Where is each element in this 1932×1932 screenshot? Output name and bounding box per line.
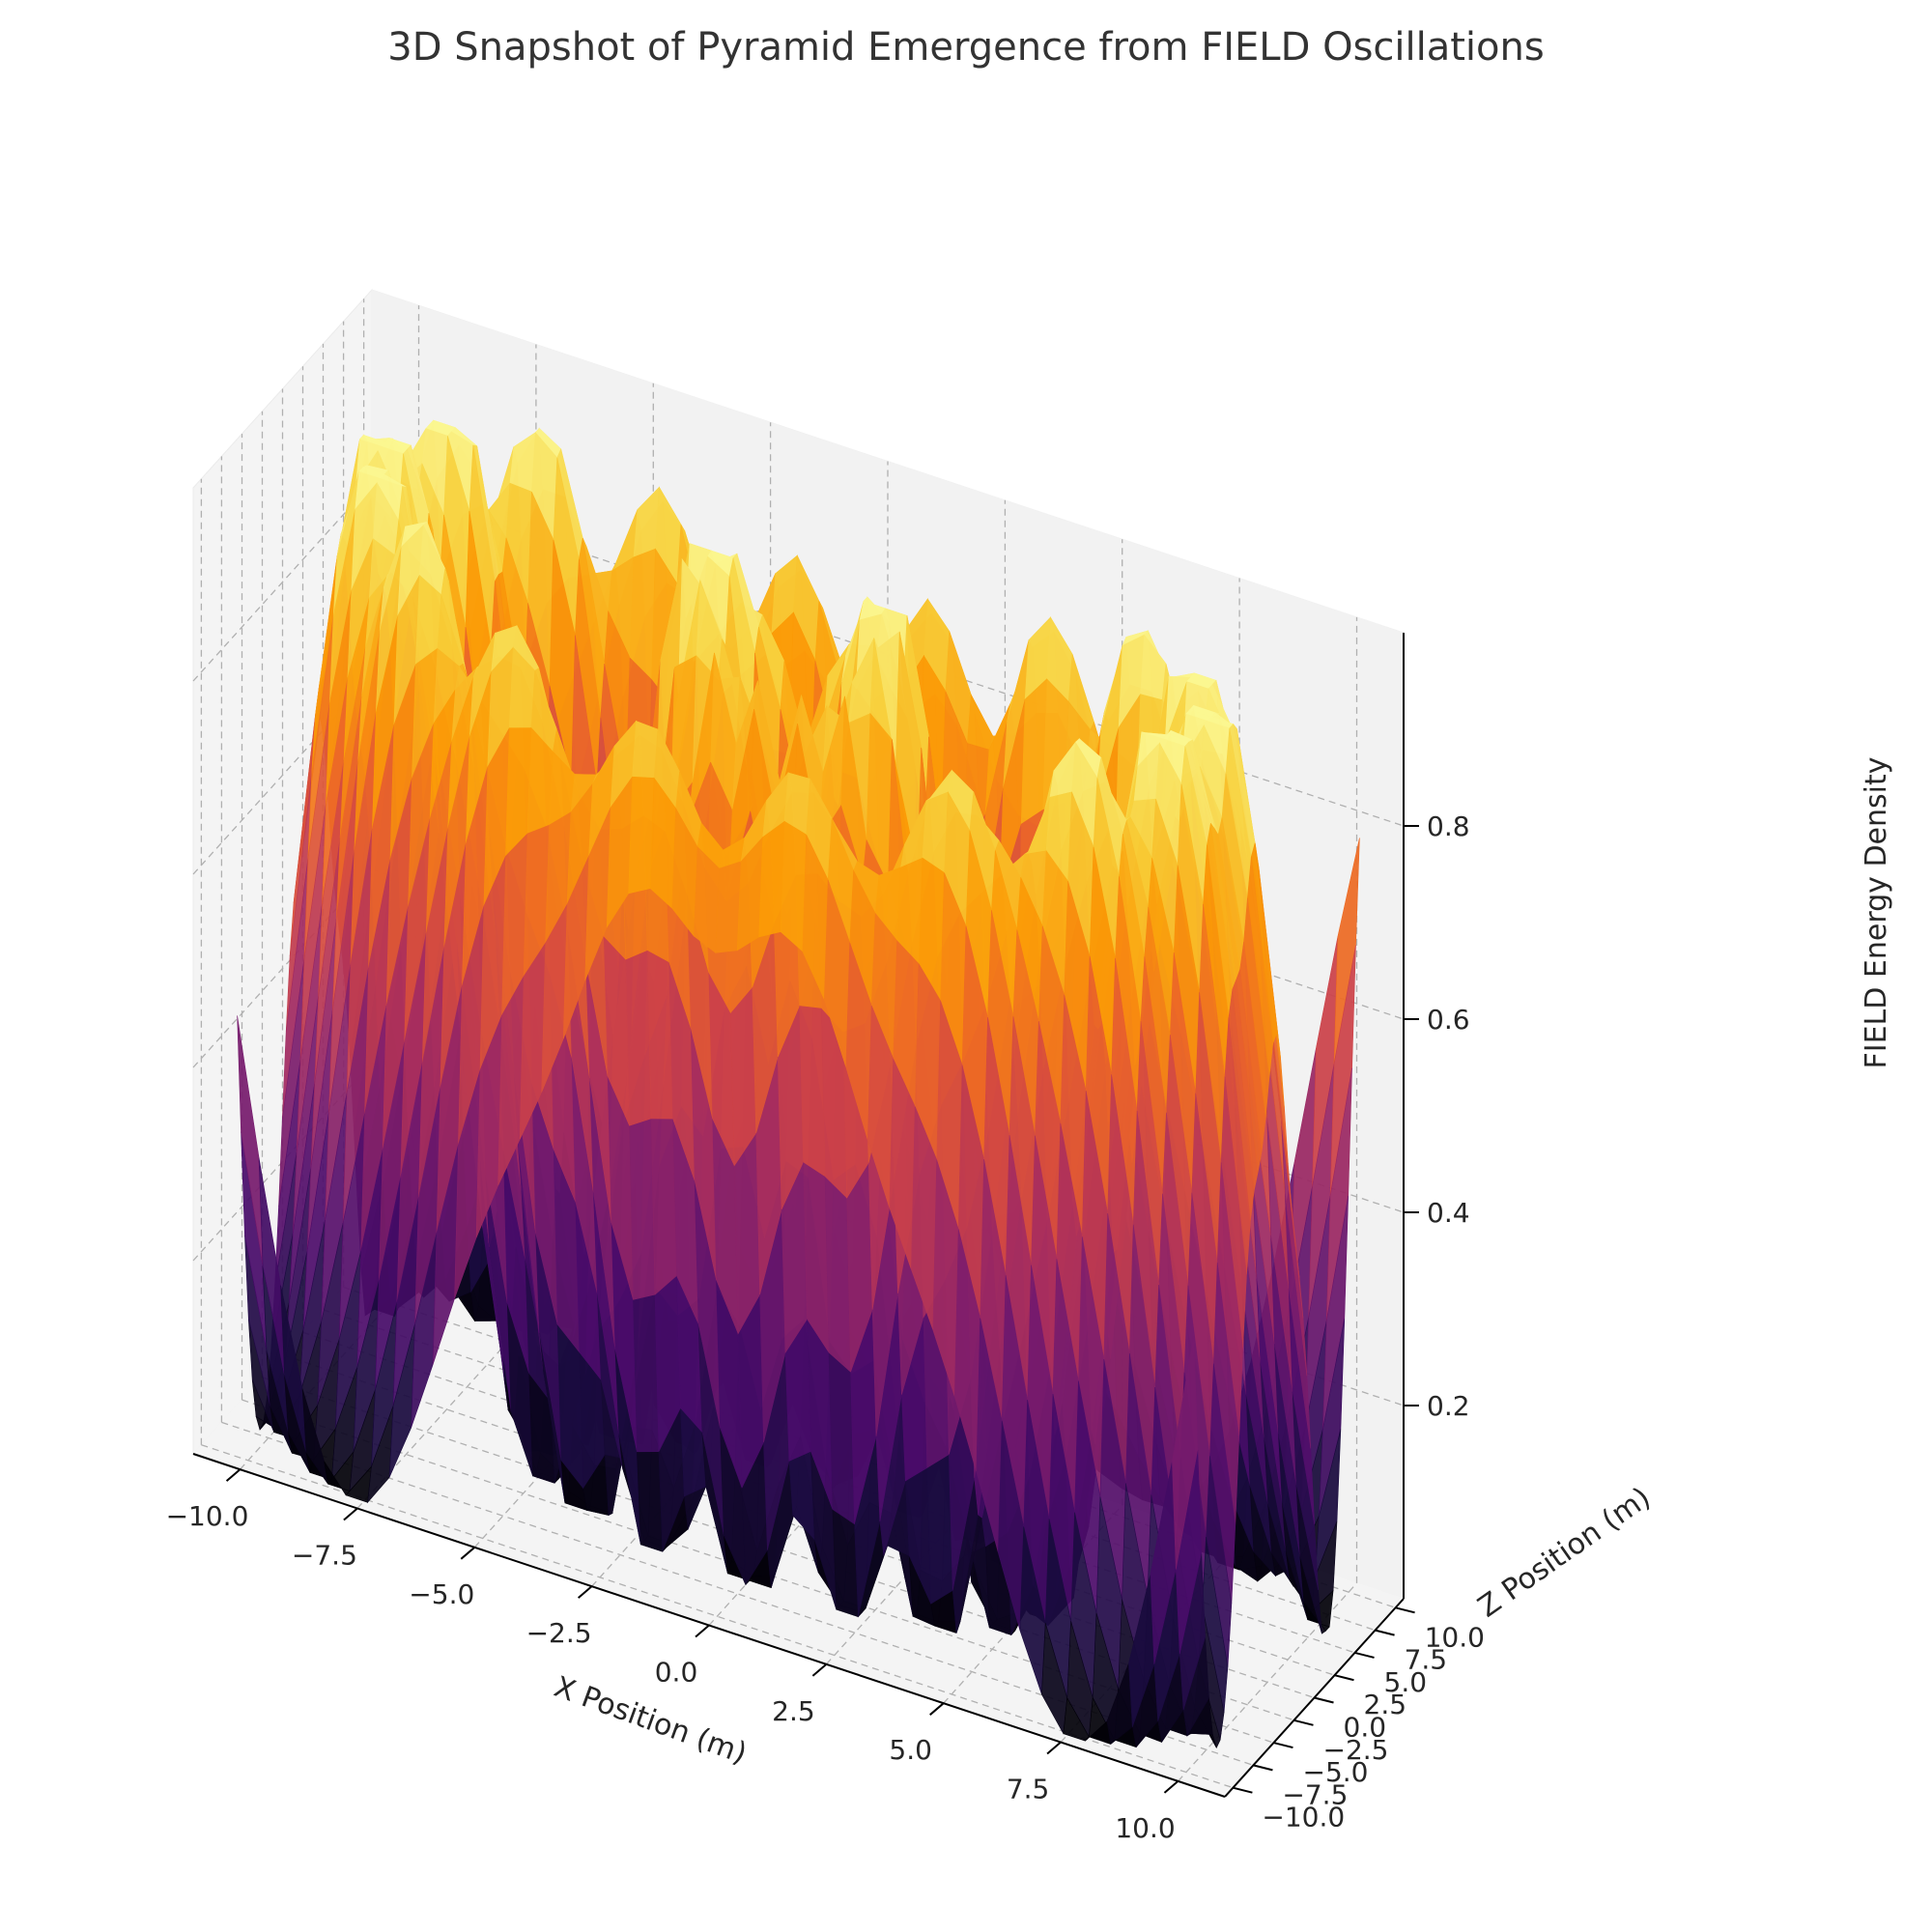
chart-title: 3D Snapshot of Pyramid Emergence from FI… xyxy=(387,25,1544,70)
z-tick-label: 0.2 xyxy=(1427,1390,1470,1422)
y-tick xyxy=(1273,1742,1293,1749)
y-tick xyxy=(1354,1651,1375,1659)
y-tick-label: 5.0 xyxy=(1384,1666,1428,1698)
x-tick-label: 0.0 xyxy=(655,1657,698,1689)
surface-patch xyxy=(650,1118,677,1295)
y-tick-label: −2.5 xyxy=(1323,1734,1389,1766)
y-tick xyxy=(1334,1674,1354,1682)
x-tick xyxy=(460,1547,475,1560)
x-tick-label: 7.5 xyxy=(1007,1774,1050,1805)
surface-patch xyxy=(1172,1333,1199,1570)
x-tick-label: 2.5 xyxy=(772,1695,815,1727)
surface-patch xyxy=(625,950,652,1126)
surface-patch xyxy=(926,1454,953,1605)
x-tick-label: 10.0 xyxy=(1115,1812,1175,1844)
y-tick xyxy=(1233,1786,1253,1794)
x-tick-label: −7.5 xyxy=(292,1540,357,1572)
surface-patch xyxy=(633,1293,660,1453)
y-tick xyxy=(1375,1629,1395,1636)
surface-patch xyxy=(629,1118,656,1300)
y-tick-label: 7.5 xyxy=(1405,1644,1448,1676)
surface-patch xyxy=(780,820,808,952)
surface-patch xyxy=(715,861,742,953)
x-axis-label: X Position (m) xyxy=(550,1670,751,1771)
y-tick xyxy=(1314,1696,1334,1704)
y-tick-label: 10.0 xyxy=(1425,1621,1485,1653)
y-tick-label: 2.5 xyxy=(1364,1689,1407,1720)
y-tick xyxy=(1253,1764,1273,1772)
surface-plot xyxy=(237,419,1360,1748)
surface-patch xyxy=(1020,678,1047,825)
y-tick-label: −7.5 xyxy=(1282,1778,1348,1810)
x-tick-label: −2.5 xyxy=(526,1617,592,1649)
x-tick xyxy=(929,1702,945,1716)
x-tick-label: −5.0 xyxy=(409,1578,474,1610)
surface-patch xyxy=(799,1005,826,1178)
x-tick-label: 5.0 xyxy=(889,1734,932,1766)
z-gridline xyxy=(192,482,373,682)
y-tick-label: −5.0 xyxy=(1303,1756,1369,1788)
tick-labels: −10.0−7.5−5.0−2.50.02.55.07.510.0 −10.0−7… xyxy=(166,810,1485,1844)
x-tick xyxy=(1046,1741,1062,1755)
surface-patch xyxy=(629,548,656,681)
x-tick xyxy=(1163,1780,1179,1794)
surface-patch xyxy=(729,985,757,1167)
z-axis-label: FIELD Energy Density xyxy=(1860,756,1893,1068)
y-tick-label: −10.0 xyxy=(1262,1802,1345,1833)
y-tick xyxy=(1395,1606,1415,1614)
y-tick-label: 0.0 xyxy=(1344,1712,1387,1744)
surface-patch xyxy=(628,776,655,895)
z-tick-label: 0.4 xyxy=(1427,1197,1470,1229)
x-tick-label: −10.0 xyxy=(166,1500,249,1532)
y-axis-label: Z Position (m) xyxy=(1472,1481,1657,1625)
y-gridline xyxy=(201,1444,1234,1789)
x-tick xyxy=(343,1507,358,1521)
z-tick-label: 0.6 xyxy=(1427,1004,1470,1036)
surface-patch xyxy=(758,820,785,938)
surface-patch xyxy=(632,721,659,779)
y-tick xyxy=(1293,1719,1314,1726)
x-tick xyxy=(695,1624,710,1638)
x-tick xyxy=(225,1468,242,1482)
surface-patch xyxy=(637,1451,664,1552)
x-tick xyxy=(811,1663,828,1677)
x-tick xyxy=(577,1585,593,1599)
z-tick-label: 0.8 xyxy=(1427,810,1470,842)
surface-patch xyxy=(646,950,673,1120)
